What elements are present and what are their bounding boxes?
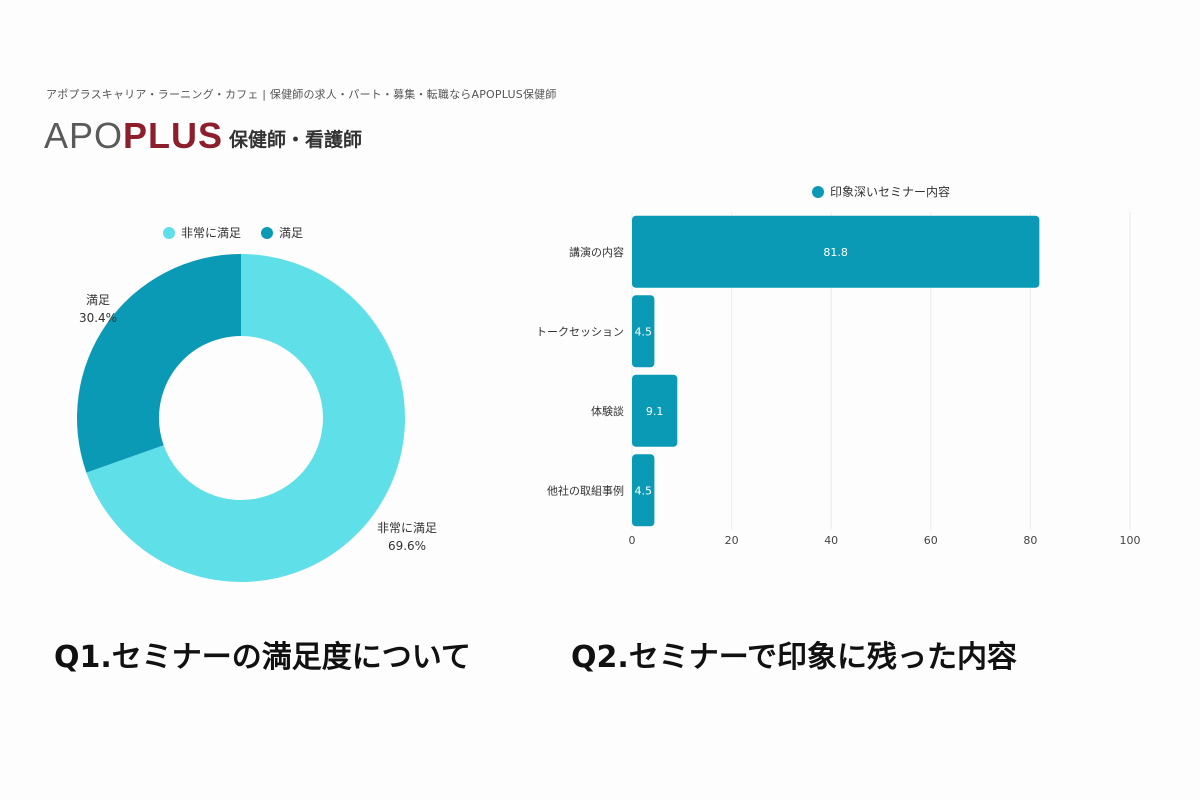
x-tick-label: 40 — [824, 534, 838, 547]
donut-chart: 満足 30.4% 非常に満足 69.6% — [76, 254, 437, 582]
category-label: 体験談 — [591, 404, 624, 418]
logo-plus-text: PLUS — [123, 115, 224, 156]
legend-dot-dark — [261, 226, 274, 239]
bar-value-label: 4.5 — [634, 325, 652, 338]
category-label: 他社の取組事例 — [547, 483, 624, 497]
x-tick-label: 80 — [1023, 534, 1037, 547]
x-tick-label: 60 — [924, 534, 938, 547]
bar-1[interactable] — [632, 215, 1040, 288]
logo-subtitle: 保健師・看護師 — [229, 129, 363, 151]
legend-label: 非常に満足 — [181, 226, 242, 240]
slice-label-very-satisfied-value: 69.6% — [388, 539, 426, 553]
apoplus-logo[interactable]: APO PLUS 保健師・看護師 — [44, 112, 362, 156]
x-tick-label: 100 — [1120, 534, 1141, 547]
legend-dot-light — [163, 226, 175, 239]
logo-apo-text: APO — [44, 115, 124, 156]
donut-slice-satisfied[interactable] — [76, 254, 241, 473]
category-label: 講演の内容 — [569, 245, 624, 259]
bar-3[interactable] — [632, 374, 678, 447]
category-label: トークセッション — [536, 325, 624, 338]
caption-q1: Q1.セミナーの満足度について — [54, 640, 471, 675]
donut-legend-item-satisfied: 満足 — [261, 224, 303, 241]
legend-dot-bar — [812, 185, 824, 198]
donut-slice-very-satisfied[interactable] — [86, 254, 406, 582]
bar-value-label: 9.1 — [646, 405, 664, 418]
donut-legend-item-very-satisfied: 非常に満足 — [163, 224, 241, 241]
bar-legend: 印象深いセミナー内容 — [812, 183, 970, 200]
bar-2[interactable] — [632, 295, 655, 368]
legend-label: 満足 — [279, 226, 304, 240]
legend-label: 印象深いセミナー内容 — [830, 185, 951, 199]
bar-legend-item: 印象深いセミナー内容 — [812, 183, 950, 200]
slice-label-satisfied-name: 満足 — [86, 293, 110, 307]
x-tick-label: 20 — [725, 534, 739, 547]
bar-value-label: 81.8 — [823, 246, 848, 259]
x-tick-label: 0 — [629, 534, 636, 547]
site-tagline: アポプラスキャリア・ラーニング・カフェ | 保健師の求人・パート・募集・転職なら… — [46, 88, 557, 101]
bar-value-label: 4.5 — [634, 484, 652, 497]
slice-label-very-satisfied-name: 非常に満足 — [377, 521, 437, 535]
slice-label-satisfied-value: 30.4% — [79, 311, 117, 325]
caption-q2: Q2.セミナーで印象に残った内容 — [571, 640, 1017, 675]
bar-4[interactable] — [632, 454, 655, 527]
donut-legend: 非常に満足 満足 — [163, 224, 323, 241]
